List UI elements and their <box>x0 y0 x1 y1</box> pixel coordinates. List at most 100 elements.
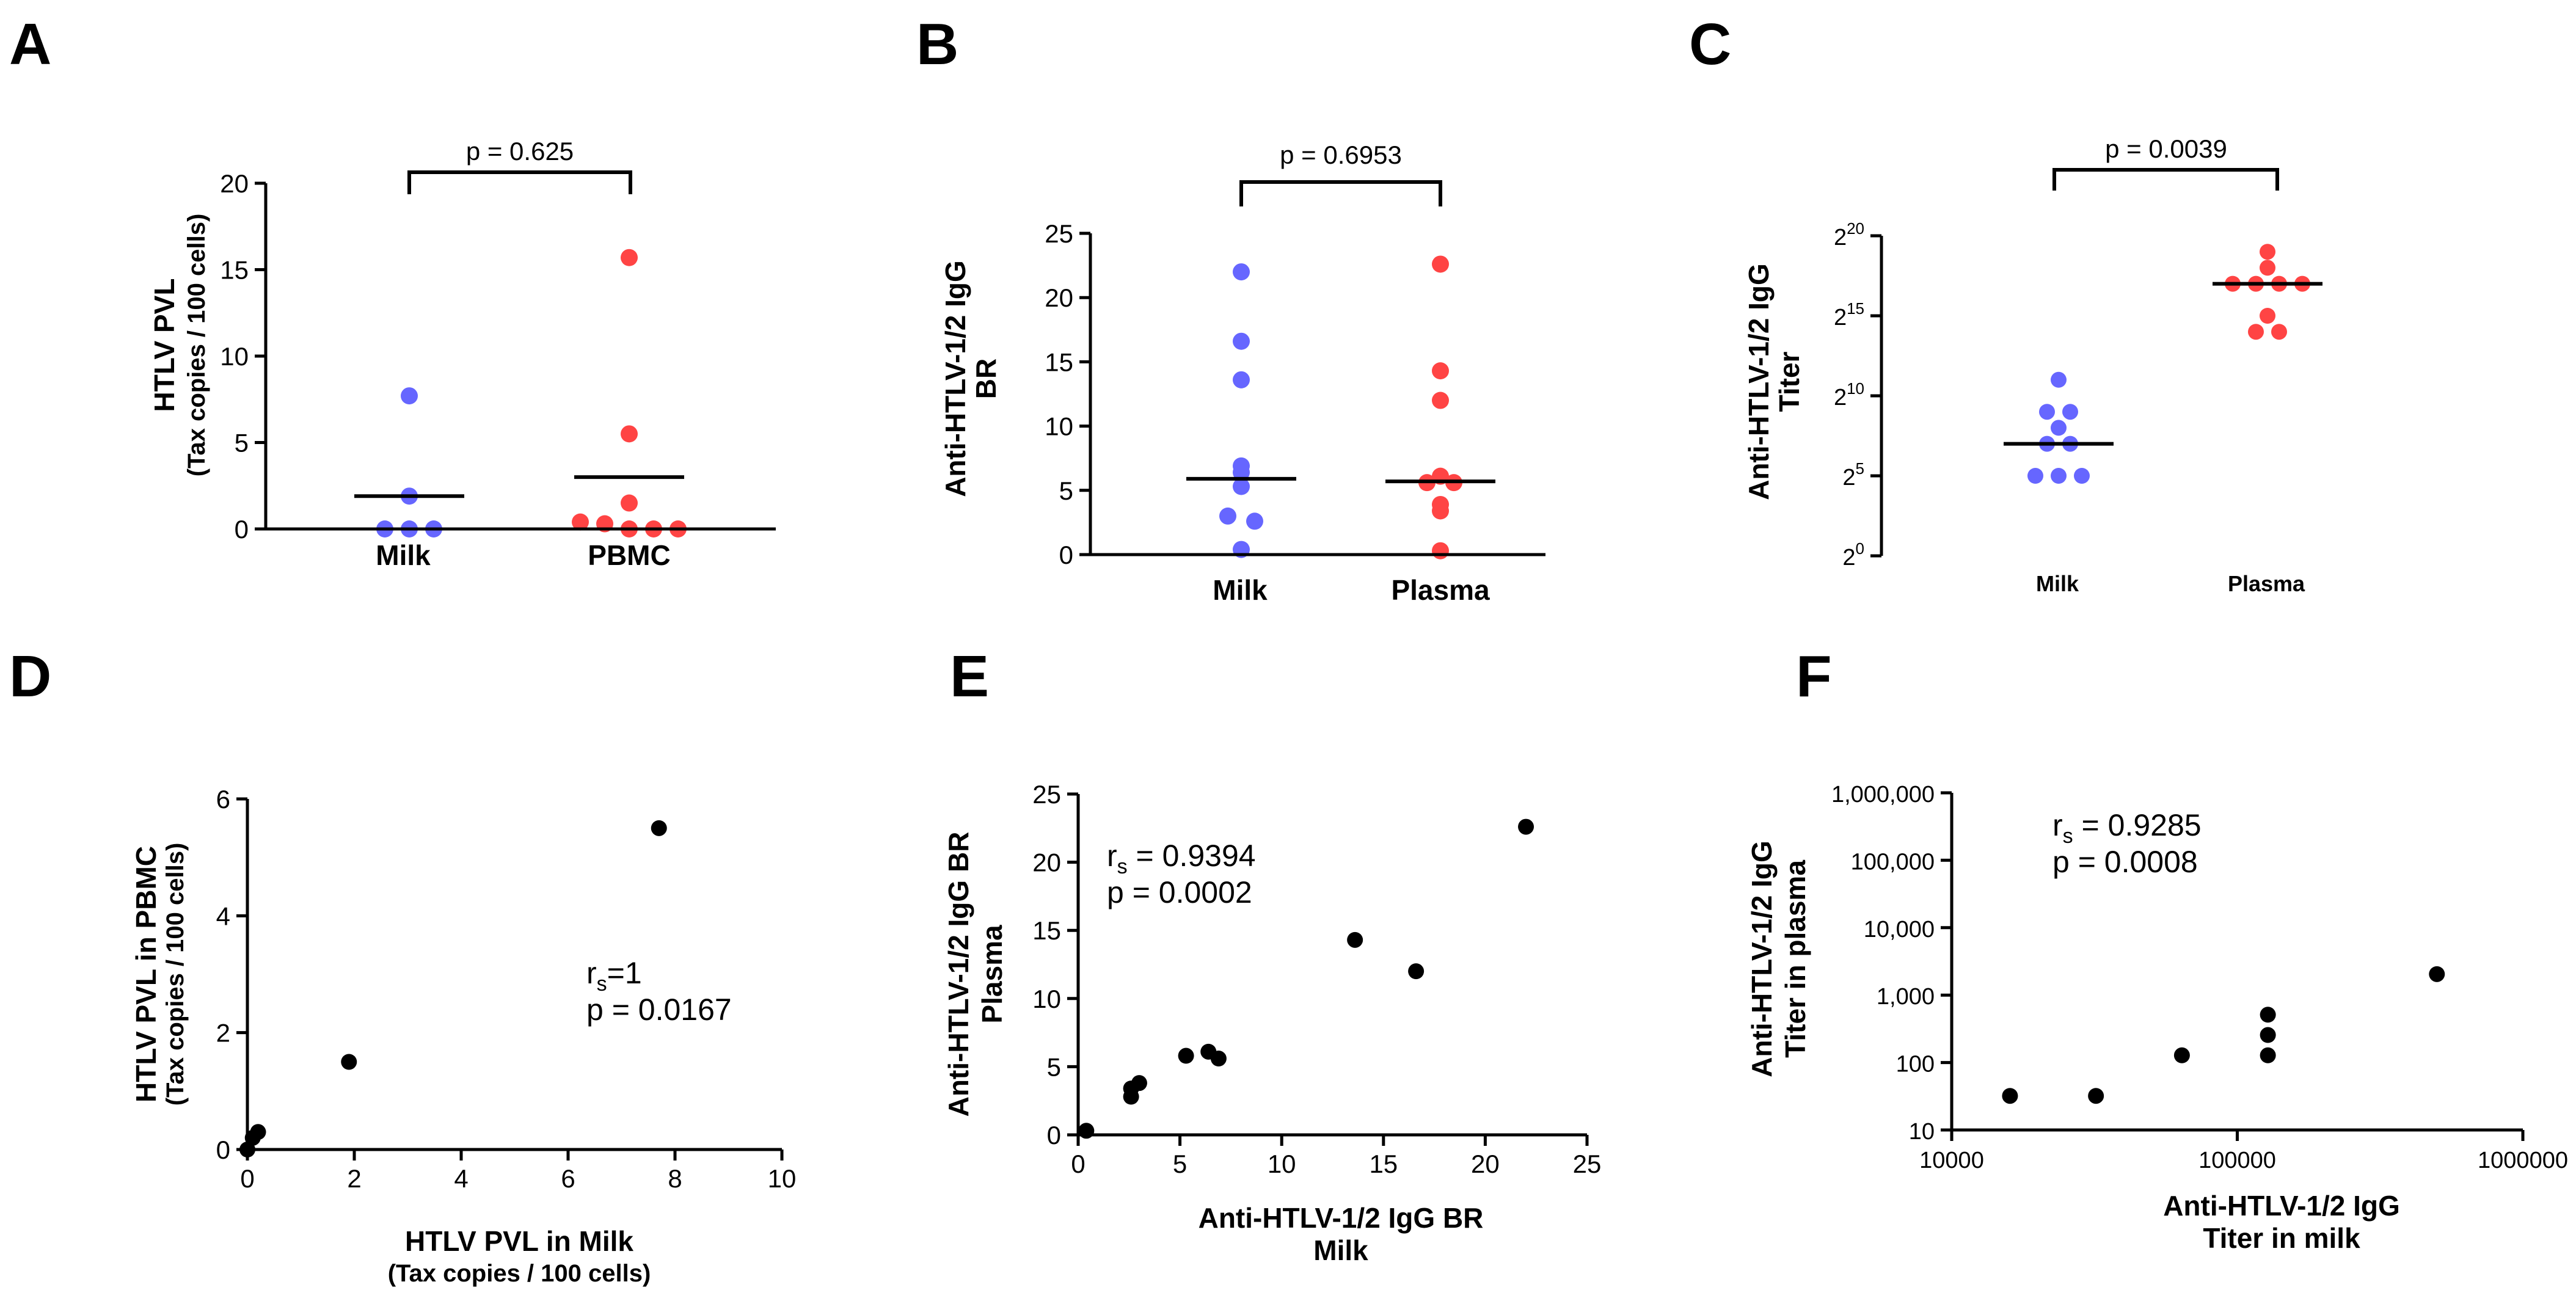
panel-e-xtick-label: 0 <box>1071 1150 1085 1178</box>
panel-c-point-milk <box>2062 404 2078 420</box>
panel-a-point-pbmc <box>572 513 589 531</box>
panel-e-xtick-label: 25 <box>1573 1150 1602 1178</box>
panel-c-point-plasma <box>2248 324 2264 340</box>
panel-d-xtick-label: 6 <box>561 1164 575 1193</box>
panel-c-ytick-label: 220 <box>1834 219 1864 250</box>
panel-f-xlabel: Anti-HTLV-1/2 IgG <box>2163 1190 2400 1222</box>
panel-a-ylabel-sub: (Tax copies / 100 cells) <box>183 214 210 477</box>
panel-b-ylabel: Anti-HTLV-1/2 IgG <box>940 260 971 497</box>
panel-b-point-plasma <box>1432 542 1449 559</box>
panel-b-ylabel-2: BR <box>970 359 1002 399</box>
panel-b-ytick-label: 5 <box>1059 476 1073 505</box>
panel-b-pvalue: p = 0.6953 <box>1280 140 1402 169</box>
panel-a-point-pbmc <box>621 425 638 443</box>
panel-d-point <box>651 820 667 836</box>
panel-e-ytick-label: 25 <box>1032 780 1061 809</box>
panel-e-letter: E <box>950 644 989 709</box>
panel-f-stat-r: rs = 0.9285 <box>2052 808 2202 848</box>
panel-d-xtick-label: 0 <box>240 1164 254 1193</box>
panel-b-point-milk <box>1233 464 1250 481</box>
panel-f-ytick-label: 10,000 <box>1864 917 1935 942</box>
panel-a-cat-pbmc: PBMC <box>588 539 670 571</box>
panel-b-point-milk <box>1233 332 1250 350</box>
panel-e-ytick-label: 10 <box>1032 985 1061 1013</box>
panel-b-point-plasma <box>1432 502 1449 520</box>
panel-c-chart: C Anti-HTLV-1/2 IgG Titer 2025210215220 … <box>1689 12 2322 596</box>
panel-f-ytick-label: 1,000,000 <box>1831 782 1935 807</box>
panel-a-point-milk <box>401 387 418 405</box>
panel-b-ytick-label: 15 <box>1045 348 1073 376</box>
panel-c-cat-milk: Milk <box>2036 571 2079 596</box>
panel-f-point <box>2002 1088 2018 1104</box>
panel-c-point-milk <box>2051 371 2067 388</box>
panel-b-point-milk <box>1233 263 1250 281</box>
panel-e-point <box>1123 1088 1139 1105</box>
panel-c-point-plasma <box>2271 324 2287 340</box>
panel-f-xtick-label: 10000 <box>1919 1148 1984 1173</box>
panel-b-point-plasma <box>1432 255 1449 273</box>
panel-b-ytick-label: 10 <box>1045 412 1073 441</box>
panel-d-point <box>341 1054 357 1070</box>
panel-e-xtick-label: 5 <box>1173 1150 1187 1178</box>
panel-c-pvalue: p = 0.0039 <box>2105 134 2227 163</box>
panel-a-ytick-label: 10 <box>220 342 249 371</box>
panel-e-ylabel-2: Plasma <box>976 925 1008 1024</box>
panel-b-chart: B Anti-HTLV-1/2 IgG BR 0 5 10 15 20 25 Milk P… <box>916 12 1545 606</box>
panel-f-ylabel: Anti-HTLV-1/2 IgG <box>1746 840 1778 1077</box>
panel-f-ytick-label: 100,000 <box>1851 849 1935 875</box>
panel-f-xtick-label: 100000 <box>2198 1148 2276 1173</box>
panel-d-letter: D <box>9 644 51 709</box>
panel-f-point <box>2173 1047 2190 1063</box>
panel-a-letter: A <box>9 12 51 77</box>
panel-e-ytick-label: 0 <box>1047 1121 1061 1150</box>
panel-e-xlabel-2: Milk <box>1313 1234 1368 1266</box>
panel-c-ytick-label: 215 <box>1834 299 1864 330</box>
panel-c-ytick-label: 20 <box>1842 539 1864 570</box>
panel-d-ytick-label: 0 <box>216 1135 230 1164</box>
panel-a-cat-milk: Milk <box>376 539 431 571</box>
panel-a-ylabel: HTLV PVL <box>148 279 180 412</box>
panel-b-ytick-label: 0 <box>1059 541 1073 569</box>
panel-e-point <box>1178 1048 1194 1064</box>
panel-c-ylabel: Anti-HTLV-1/2 IgG <box>1743 263 1775 500</box>
panel-d-xtick-label: 2 <box>347 1164 361 1193</box>
panel-a-ytick-label: 5 <box>235 429 249 457</box>
panel-d-xtick-label: 8 <box>668 1164 682 1193</box>
panel-f-ytick-label: 10 <box>1909 1119 1935 1145</box>
panel-b-ytick-label: 20 <box>1045 283 1073 312</box>
panel-e-xtick-label: 10 <box>1268 1150 1296 1178</box>
panel-f-xlabel-2: Titer in milk <box>2203 1222 2360 1254</box>
panel-b-ytick-label: 25 <box>1045 219 1073 248</box>
panel-c-point-milk <box>2051 420 2067 436</box>
panel-f-point <box>2429 966 2445 982</box>
panel-f-stat-p: p = 0.0008 <box>2052 845 2198 879</box>
panel-a-point-pbmc <box>621 494 638 512</box>
panel-d-stat-r: rs=1 <box>586 956 642 996</box>
panel-b-letter: B <box>916 12 958 77</box>
panel-f-xtick-label: 1000000 <box>2478 1148 2568 1173</box>
panel-e-ytick-label: 20 <box>1032 848 1061 877</box>
panel-c-point-milk <box>2051 468 2067 484</box>
panel-d-chart: D HTLV PVL in PBMC (Tax copies / 100 cel… <box>9 644 796 1287</box>
panel-c-ytick-label: 25 <box>1842 459 1864 490</box>
panel-f-letter: F <box>1796 644 1832 709</box>
panel-c-point-plasma <box>2260 260 2275 276</box>
panel-e-point <box>1518 818 1534 835</box>
panel-d-ytick-label: 2 <box>216 1019 230 1048</box>
panel-e-stat-p: p = 0.0002 <box>1107 875 1252 909</box>
panel-d-xlabel-sub: (Tax copies / 100 cells) <box>388 1260 651 1287</box>
panel-c-letter: C <box>1689 12 1731 77</box>
panel-f-point <box>2088 1088 2104 1104</box>
panel-d-ytick-label: 6 <box>216 785 230 814</box>
panel-c-significance-bracket <box>2052 168 2279 191</box>
panel-e-stat-r: rs = 0.9394 <box>1107 839 1256 878</box>
panel-e-chart: E Anti-HTLV-1/2 IgG BR Plasma 0 5 10 15 20 25… <box>943 644 1601 1266</box>
panel-e-point <box>1408 963 1425 980</box>
panel-f-chart: F Anti-HTLV-1/2 IgG Titer in plasma 10 10… <box>1746 644 2568 1254</box>
panel-d-xtick-label: 10 <box>768 1164 797 1193</box>
panel-b-point-milk <box>1233 371 1250 388</box>
panel-f-ytick-label: 1,000 <box>1877 984 1935 1010</box>
panel-b-point-milk <box>1246 512 1263 530</box>
panel-c-point-plasma <box>2260 244 2275 260</box>
